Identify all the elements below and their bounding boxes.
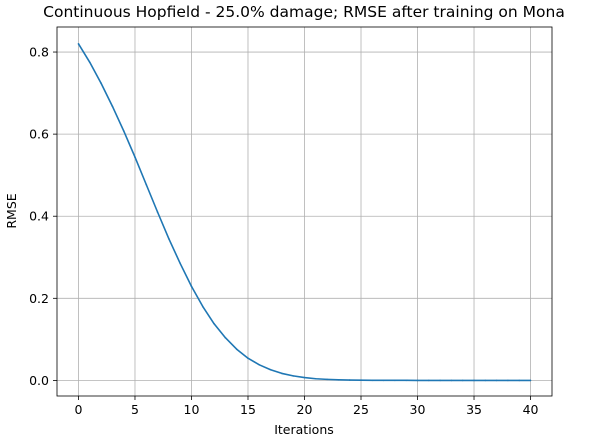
data-point	[473, 379, 475, 382]
x-tick-label: 15	[240, 402, 256, 417]
x-tick-label: 35	[466, 402, 482, 417]
y-axis-ticks: 0.0 0.2 0.4 0.6 0.8	[29, 45, 57, 388]
x-axis-ticks: 0 5 10 15 20 25 30 35 40	[74, 396, 539, 417]
data-point	[190, 285, 193, 288]
x-tick-label: 0	[74, 402, 82, 417]
data-point	[428, 379, 430, 382]
data-point	[224, 336, 227, 339]
data-point	[450, 379, 453, 382]
data-point	[156, 211, 159, 213]
y-tick-label: 0.4	[29, 209, 49, 224]
data-point	[258, 364, 261, 366]
data-point	[394, 379, 396, 382]
data-point	[111, 105, 114, 108]
data-point	[281, 372, 283, 375]
x-axis-label: Iterations	[274, 422, 334, 437]
data-point	[529, 379, 532, 382]
data-point	[77, 43, 80, 45]
data-point	[269, 368, 272, 371]
data-point	[235, 348, 238, 351]
y-tick-label: 0.0	[29, 373, 49, 388]
data-point	[247, 357, 249, 360]
y-axis-label: RMSE	[4, 193, 19, 228]
data-point	[213, 322, 215, 325]
y-tick-label: 0.6	[29, 127, 49, 142]
chart-title: Continuous Hopfield - 25.0% damage; RMSE…	[43, 3, 565, 21]
data-point	[518, 379, 521, 382]
data-point	[145, 183, 148, 186]
data-point	[201, 305, 204, 308]
y-tick-label: 0.8	[29, 45, 49, 60]
grid	[57, 27, 552, 396]
data-point	[507, 379, 509, 382]
data-point	[179, 262, 181, 265]
x-tick-label: 40	[523, 402, 539, 417]
x-tick-label: 20	[297, 402, 313, 417]
data-point	[337, 378, 340, 381]
x-tick-label: 10	[184, 402, 200, 417]
series-layer	[77, 43, 532, 382]
data-point	[405, 379, 408, 382]
data-point	[134, 156, 136, 158]
data-point	[382, 379, 385, 382]
data-point	[303, 376, 306, 379]
data-point	[461, 379, 464, 382]
data-point	[88, 61, 91, 64]
data-point	[315, 377, 317, 380]
y-tick-label: 0.2	[29, 291, 49, 306]
data-point	[168, 237, 170, 240]
x-tick-label: 30	[410, 402, 426, 417]
data-point	[495, 379, 498, 382]
data-point	[326, 378, 328, 381]
data-point	[416, 379, 419, 382]
data-point	[348, 379, 351, 381]
x-tick-label: 25	[353, 402, 369, 417]
data-point	[371, 379, 374, 382]
data-point	[292, 375, 294, 377]
data-point	[100, 82, 102, 85]
data-point	[439, 379, 441, 382]
data-point	[484, 379, 487, 382]
x-tick-label: 5	[131, 402, 139, 417]
data-point	[122, 130, 125, 132]
data-point	[360, 379, 362, 381]
